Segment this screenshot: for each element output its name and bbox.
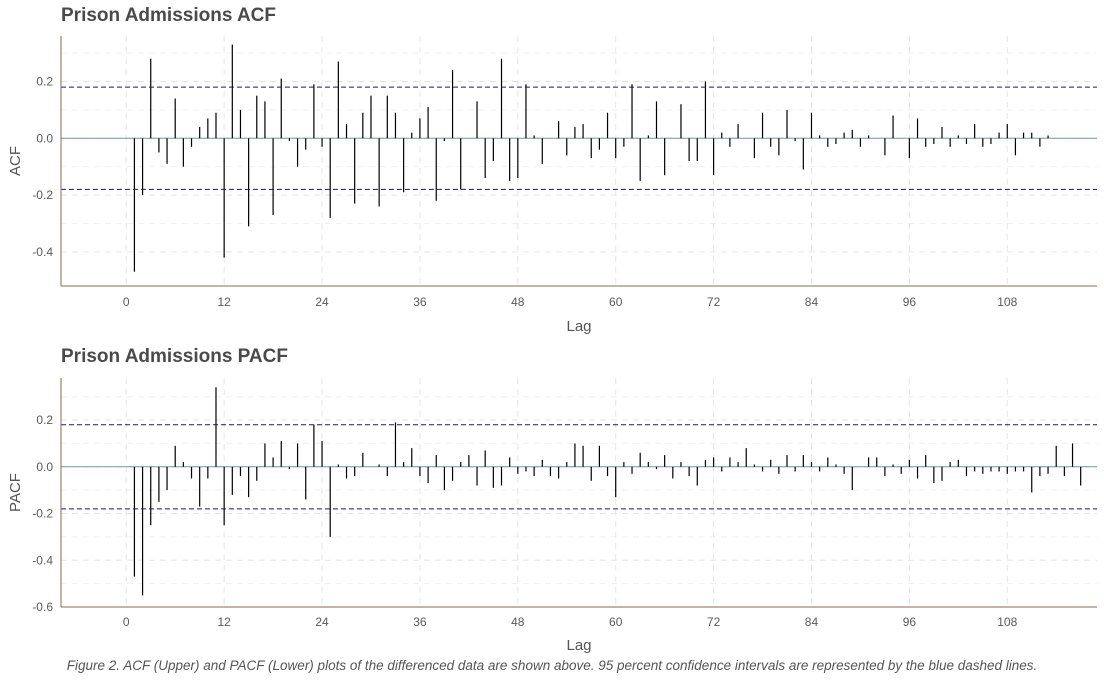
pacf-x-tick-label: 84 — [805, 615, 819, 629]
pacf-x-tick-label: 48 — [511, 615, 525, 629]
acf-x-tick-label: 48 — [511, 295, 525, 309]
acf-x-tick-label: 24 — [315, 295, 329, 309]
pacf-x-tick-label: 0 — [123, 615, 130, 629]
acf-x-tick-label: 108 — [997, 295, 1017, 309]
acf-x-tick-label: 12 — [217, 295, 231, 309]
acf-x-tick-label: 36 — [413, 295, 427, 309]
pacf-y-tick-label: -0.4 — [32, 553, 53, 567]
pacf-x-tick-label: 36 — [413, 615, 427, 629]
pacf-y-tick-label: 0.2 — [36, 413, 53, 427]
pacf-x-tick-label: 72 — [707, 615, 721, 629]
acf-x-tick-label: 84 — [805, 295, 819, 309]
figure-caption: Figure 2. ACF (Upper) and PACF (Lower) p… — [66, 658, 1038, 673]
pacf-chart: -0.6 -0.4 -0.2 0.0 0.2 0 12 24 36 48 60 72 84 96 108 La… — [7, 378, 1097, 654]
acf-y-tick-label: -0.4 — [32, 245, 53, 259]
acf-y-tick-label: 0.0 — [36, 131, 53, 145]
pacf-y-tick-label: -0.2 — [32, 507, 53, 521]
pacf-x-axis-title: Lag — [566, 637, 591, 654]
acf-x-tick-label: 96 — [903, 295, 917, 309]
pacf-panel: Prison Admissions PACF -0.6 -0.4 -0.2 0.0 0.… — [0, 340, 1104, 656]
pacf-x-tick-label: 96 — [903, 615, 917, 629]
acf-title: Prison Admissions ACF — [61, 5, 277, 26]
acf-y-tick-label: -0.2 — [32, 188, 53, 202]
pacf-y-axis-title: PACF — [7, 473, 24, 512]
pacf-title: Prison Admissions PACF — [61, 346, 288, 367]
acf-x-tick-label: 60 — [609, 295, 623, 309]
acf-x-tick-label: 72 — [707, 295, 721, 309]
acf-x-axis-title: Lag — [566, 318, 591, 335]
pacf-x-tick-label: 12 — [217, 615, 231, 629]
acf-y-axis-title: ACF — [7, 146, 24, 176]
pacf-y-tick-label: -0.6 — [32, 600, 53, 614]
pacf-x-tick-label: 60 — [609, 615, 623, 629]
acf-y-tick-label: 0.2 — [36, 74, 53, 88]
pacf-y-tick-label: 0.0 — [36, 460, 53, 474]
pacf-x-tick-label: 108 — [997, 615, 1017, 629]
acf-panel: Prison Admissions ACF -0.4 -0.2 0.0 0.2 0 12 2… — [0, 0, 1104, 340]
acf-x-tick-label: 0 — [123, 295, 130, 309]
acf-chart: -0.4 -0.2 0.0 0.2 0 12 24 36 48 60 72 84 96 108 Lag ACF — [7, 36, 1097, 335]
pacf-x-tick-label: 24 — [315, 615, 329, 629]
